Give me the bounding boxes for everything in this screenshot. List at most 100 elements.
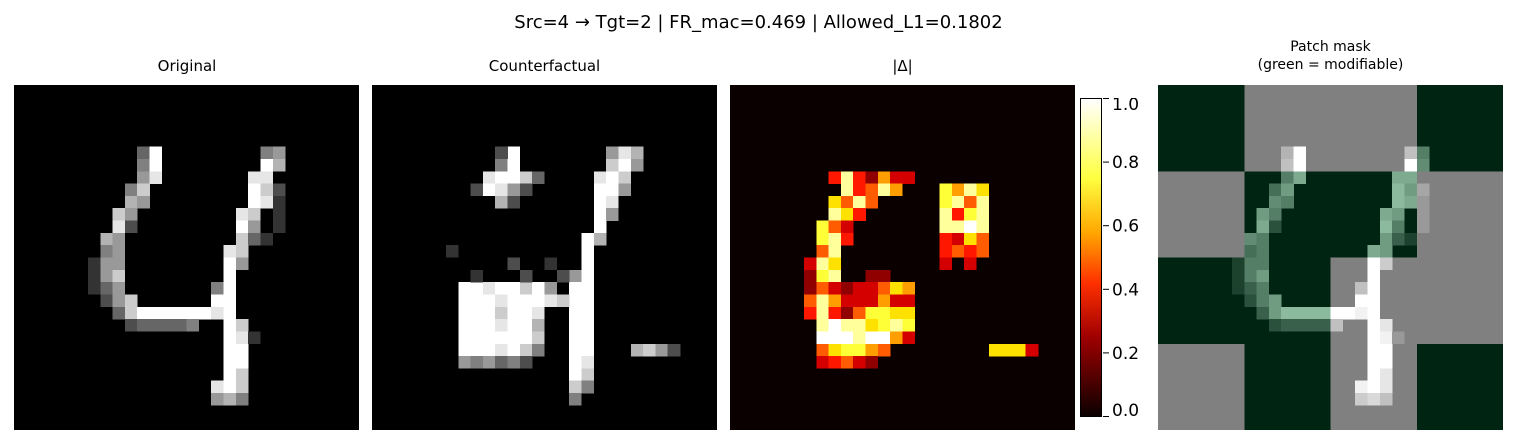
delta-pixel [988, 343, 1002, 357]
counterfactual-pixel [519, 171, 533, 184]
counterfactual-pixel [507, 158, 521, 172]
mask-digit-pixel [1416, 158, 1430, 172]
mask-digit-pixel [1231, 257, 1245, 271]
mask-title-line1: Patch mask [1290, 39, 1371, 55]
original-pixel [137, 195, 150, 209]
delta-pixel [840, 208, 854, 221]
counterfactual-pixel [458, 282, 471, 295]
counterfactual-pixel [482, 282, 496, 295]
mask-digit-pixel [1404, 183, 1417, 197]
delta-pixel [840, 331, 854, 344]
mask-digit-pixel [1379, 257, 1393, 271]
mask-digit-pixel [1256, 208, 1270, 221]
delta-pixel [877, 269, 891, 283]
delta-pixel [964, 220, 977, 234]
delta-pixel [939, 245, 953, 258]
mask-digit-pixel [1416, 208, 1430, 221]
original-pixel [260, 195, 273, 209]
original-pixel [223, 319, 237, 332]
delta-pixel [877, 343, 891, 357]
mask-digit-pixel [1367, 356, 1381, 369]
counterfactual-pixel [618, 183, 631, 197]
original-pixel [260, 146, 273, 160]
original-pixel [223, 368, 237, 381]
counterfactual-pixel [458, 356, 471, 369]
delta-pixel [951, 220, 965, 234]
original-pixel [186, 306, 200, 320]
delta-pixel [939, 183, 953, 197]
counterfactual-pixel [593, 183, 607, 197]
mask-digit-pixel [1392, 183, 1405, 197]
colorbar [1080, 98, 1102, 417]
original-pixel [223, 356, 237, 369]
original-pixel [149, 146, 163, 160]
original-pixel [235, 380, 249, 394]
delta-pixel [865, 331, 879, 344]
original-pixel [235, 257, 249, 271]
delta-pixel [964, 208, 977, 221]
counterfactual-pixel [606, 208, 619, 221]
counterfactual-pixel [495, 146, 508, 160]
original-pixel [124, 294, 138, 308]
original-pixel [223, 393, 237, 406]
counterfactual-pixel [519, 306, 533, 320]
counterfactual-pixel [445, 245, 459, 258]
original-pixel [174, 306, 187, 320]
delta-pixel [976, 183, 989, 197]
mask-digit-pixel [1367, 269, 1381, 283]
mask-digit-pixel [1416, 183, 1430, 197]
mask-digit-pixel [1256, 294, 1270, 308]
delta-pixel [951, 232, 965, 246]
original-pixel [272, 183, 286, 197]
counterfactual-heatmap [445, 146, 681, 406]
mask-patch-fixed [1158, 171, 1245, 258]
delta-pixel [828, 294, 842, 308]
delta-pixel [828, 232, 842, 246]
mask-digit-pixel [1244, 245, 1257, 258]
delta-pixel [964, 245, 977, 258]
counterfactual-pixel [569, 393, 582, 406]
mask-digit-pixel [1256, 232, 1270, 246]
original-pixel [223, 282, 237, 295]
delta-pixel [816, 331, 829, 344]
counterfactual-pixel [569, 380, 582, 394]
counterfactual-pixel [556, 294, 570, 308]
mask-digit-pixel [1281, 306, 1294, 320]
original-pixel [174, 319, 187, 332]
delta-pixel [877, 319, 891, 332]
mask-digit-pixel [1330, 306, 1344, 320]
counterfactual-pixel [482, 294, 496, 308]
delta-pixel [865, 183, 879, 197]
original-pixel [198, 306, 212, 320]
mask-digit-pixel [1367, 257, 1381, 271]
original-pixel [248, 331, 261, 344]
delta-pixel [816, 269, 829, 283]
original-pixel [272, 208, 286, 221]
delta-pixel [828, 245, 842, 258]
original-pixel [223, 331, 237, 344]
counterfactual-pixel [458, 331, 471, 344]
mask-digit-pixel [1268, 294, 1282, 308]
original-pixel [211, 306, 224, 320]
mask-image [1158, 85, 1503, 430]
counterfactual-pixel [581, 257, 595, 271]
counterfactual-pixel [618, 146, 631, 160]
mask-digit-pixel [1379, 343, 1393, 357]
delta-pixel [853, 306, 866, 320]
mask-digit-pixel [1256, 245, 1270, 258]
original-pixel [100, 282, 113, 295]
counterfactual-pixel [618, 158, 631, 172]
original-pixel [235, 331, 249, 344]
counterfactual-pixel [519, 356, 533, 369]
original-pixel [137, 158, 150, 172]
delta-pixel [939, 220, 953, 234]
delta-pixel [840, 183, 854, 197]
original-pixel [248, 171, 261, 184]
counterfactual-pixel [458, 294, 471, 308]
counterfactual-pixel [606, 183, 619, 197]
delta-pixel [816, 232, 829, 246]
original-pixel [235, 245, 249, 258]
counterfactual-pixel [507, 257, 521, 271]
counterfactual-pixel [556, 269, 570, 283]
counterfactual-pixel [507, 282, 521, 295]
